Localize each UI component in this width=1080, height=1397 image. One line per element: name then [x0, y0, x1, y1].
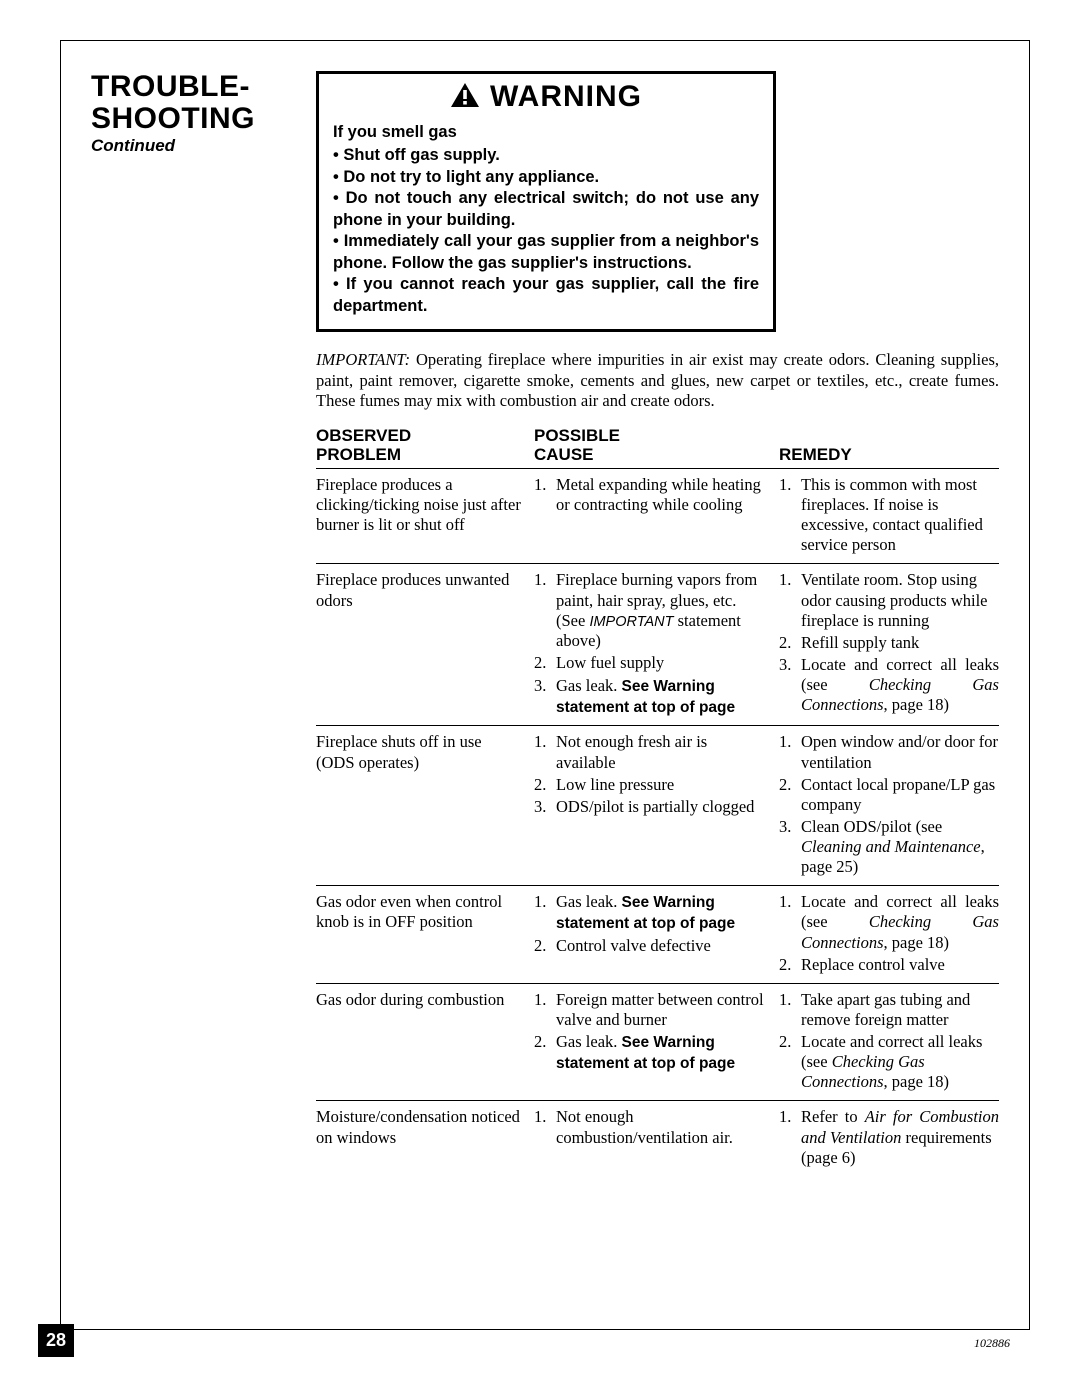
remedy-item: Locate and correct all leaks (see Checki… [779, 892, 999, 952]
cause-item: Not enough fresh air is available [534, 732, 769, 772]
cause-item: Gas leak. See Warning statement at top o… [534, 892, 769, 934]
header-cause: POSSIBLE CAUSE [534, 426, 779, 465]
important-note: IMPORTANT: Operating fireplace where imp… [316, 350, 999, 412]
table-body: Fireplace produces a clicking/ticking no… [316, 468, 999, 1176]
cause-item: Metal expanding while heating or contrac… [534, 475, 769, 515]
cause-item: Low fuel supply [534, 653, 769, 673]
problem-cell: Fireplace produces unwanted odors [316, 570, 534, 719]
important-label: IMPORTANT: [316, 350, 410, 369]
remedy-item: Ventilate room. Stop using odor causing … [779, 570, 999, 630]
cause-cell: Foreign matter between control valve and… [534, 990, 779, 1095]
section-title-line2: SHOOTING [91, 103, 296, 135]
remedy-item: Locate and correct all leaks (see Checki… [779, 655, 999, 715]
title-column: TROUBLE- SHOOTING Continued [91, 71, 296, 156]
page-frame: TROUBLE- SHOOTING Continued WARNING If y… [60, 40, 1030, 1330]
remedy-cell: This is common with most fireplaces. If … [779, 475, 999, 558]
remedy-cell: Open window and/or door for ventilationC… [779, 732, 999, 879]
table-row: Gas odor during combustionForeign matter… [316, 983, 999, 1101]
section-title-line1: TROUBLE- [91, 71, 296, 103]
cause-item: Gas leak. See Warning statement at top o… [534, 1032, 769, 1074]
remedy-cell: Ventilate room. Stop using odor causing … [779, 570, 999, 719]
warning-bullet: • Shut off gas supply. [333, 145, 759, 166]
cause-item: Low line pressure [534, 775, 769, 795]
problem-cell: Moisture/condensation noticed on windows [316, 1107, 534, 1169]
cause-item: Gas leak. See Warning statement at top o… [534, 676, 769, 718]
document-number: 102886 [974, 1336, 1010, 1351]
table-row: Fireplace produces a clicking/ticking no… [316, 468, 999, 564]
page-number: 28 [38, 1324, 74, 1357]
cause-item: Not enough combustion/ventilation air. [534, 1107, 769, 1147]
cause-cell: Metal expanding while heating or contrac… [534, 475, 779, 558]
problem-cell: Gas odor during combustion [316, 990, 534, 1095]
warning-triangle-icon [450, 82, 480, 113]
cause-item: ODS/pilot is partially clogged [534, 797, 769, 817]
remedy-cell: Locate and correct all leaks (see Checki… [779, 892, 999, 977]
warning-bullet: • Do not touch any electrical switch; do… [333, 188, 759, 231]
table-row: Gas odor even when control knob is in OF… [316, 885, 999, 983]
cause-cell: Not enough fresh air is available Low lin… [534, 732, 779, 879]
warning-bullet: • Immediately call your gas supplier fro… [333, 231, 759, 274]
header-row: TROUBLE- SHOOTING Continued WARNING If y… [91, 71, 999, 332]
warning-header: WARNING [319, 74, 773, 122]
warning-bullet: • Do not try to light any appliance. [333, 167, 759, 188]
cause-item: Fireplace burning vapors from paint, hai… [534, 570, 769, 651]
warning-body: If you smell gas • Shut off gas supply. … [319, 122, 773, 329]
cause-item: Control valve defective [534, 936, 769, 956]
remedy-item: Locate and correct all leaks (see Checki… [779, 1032, 999, 1092]
table-row: Fireplace shuts off in use (ODS operates… [316, 725, 999, 885]
warning-lead: If you smell gas [333, 122, 759, 143]
problem-cell: Fireplace shuts off in use (ODS operates… [316, 732, 534, 879]
remedy-cell: Take apart gas tubing and remove foreign… [779, 990, 999, 1095]
table-header: OBSERVED PROBLEM POSSIBLE CAUSE REMEDY [316, 426, 999, 468]
cause-cell: Fireplace burning vapors from paint, hai… [534, 570, 779, 719]
problem-cell: Gas odor even when control knob is in OF… [316, 892, 534, 977]
remedy-item: Refer to Air for Combustion and Ventilat… [779, 1107, 999, 1167]
remedy-item: This is common with most fireplaces. If … [779, 475, 999, 556]
cause-cell: Not enough combustion/ventilation air. [534, 1107, 779, 1169]
remedy-item: Take apart gas tubing and remove foreign… [779, 990, 999, 1030]
cause-item: Foreign matter between control valve and… [534, 990, 769, 1030]
warning-bullet: • If you cannot reach your gas supplier,… [333, 274, 759, 317]
header-remedy: REMEDY [779, 426, 999, 465]
remedy-item: Clean ODS/pilot (see Cleaning and Mainte… [779, 817, 999, 877]
remedy-cell: Refer to Air for Combustion and Ventilat… [779, 1107, 999, 1169]
important-text: Operating fireplace where impurities in … [316, 350, 999, 410]
remedy-item: Replace control valve [779, 955, 999, 975]
remedy-item: Open window and/or door for ventilation [779, 732, 999, 772]
remedy-item: Contact local propane/LP gas company [779, 775, 999, 815]
problem-cell: Fireplace produces a clicking/ticking no… [316, 475, 534, 558]
table-row: Moisture/condensation noticed on windows… [316, 1100, 999, 1175]
warning-word: WARNING [490, 80, 642, 114]
continued-label: Continued [91, 136, 296, 156]
header-problem: OBSERVED PROBLEM [316, 426, 534, 465]
remedy-item: Refill supply tank [779, 633, 999, 653]
warning-box: WARNING If you smell gas • Shut off gas … [316, 71, 776, 332]
troubleshooting-table: OBSERVED PROBLEM POSSIBLE CAUSE REMEDY F… [316, 426, 999, 1176]
cause-cell: Gas leak. See Warning statement at top o… [534, 892, 779, 977]
table-row: Fireplace produces unwanted odorsFirepla… [316, 563, 999, 725]
